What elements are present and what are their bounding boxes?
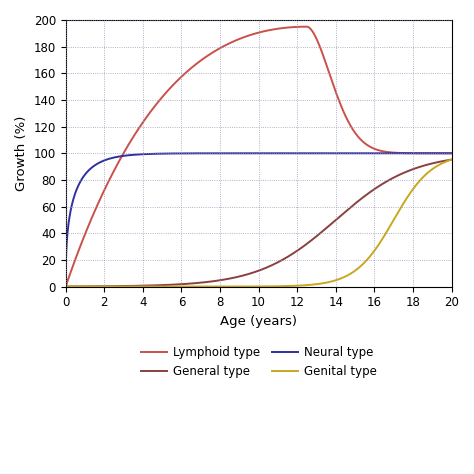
Legend: Lymphoid type, General type, Neural type, Genital type: Lymphoid type, General type, Neural type… xyxy=(141,346,376,378)
X-axis label: Age (years): Age (years) xyxy=(220,315,297,328)
Y-axis label: Growth (%): Growth (%) xyxy=(15,116,28,191)
